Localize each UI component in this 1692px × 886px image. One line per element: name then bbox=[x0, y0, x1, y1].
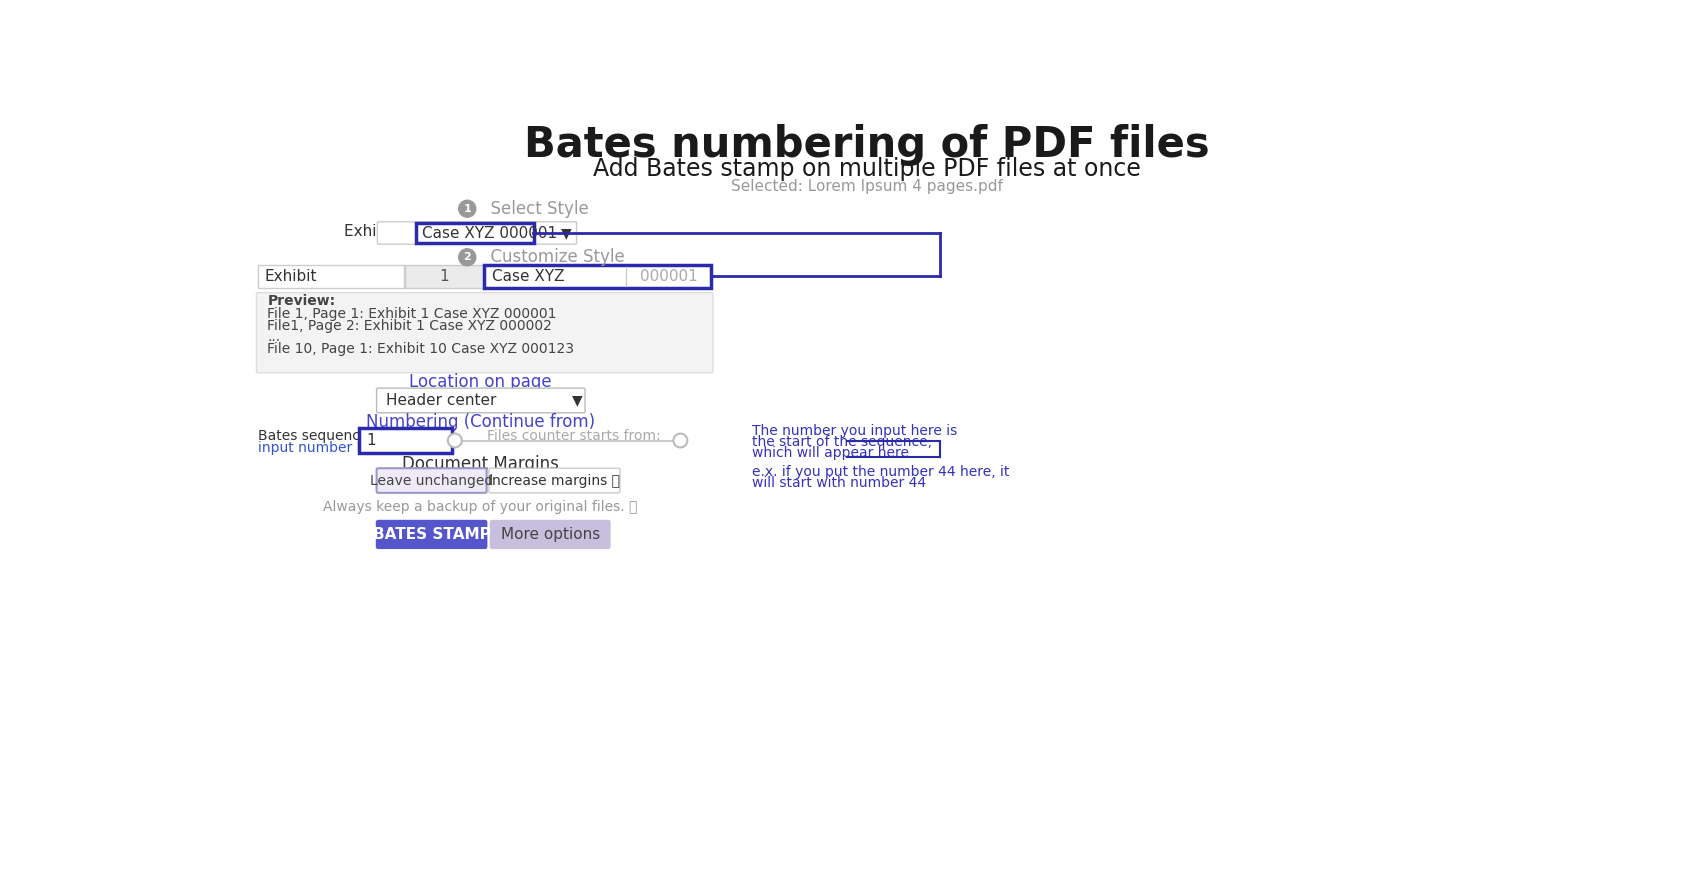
Text: File 1, Page 1: Exhibit 1 Case XYZ 000001: File 1, Page 1: Exhibit 1 Case XYZ 00000… bbox=[267, 307, 557, 322]
Circle shape bbox=[448, 433, 462, 447]
Text: 000001: 000001 bbox=[640, 269, 697, 284]
Text: Leave unchanged: Leave unchanged bbox=[371, 473, 494, 487]
Text: Exhibit: Exhibit bbox=[264, 269, 316, 284]
FancyBboxPatch shape bbox=[376, 520, 487, 549]
FancyBboxPatch shape bbox=[377, 388, 585, 413]
Circle shape bbox=[459, 200, 475, 217]
Text: ...: ... bbox=[267, 330, 281, 345]
Text: Bates sequence starts from: Bates sequence starts from bbox=[257, 429, 450, 443]
Text: BATES STAMP: BATES STAMP bbox=[372, 527, 491, 542]
Text: Select Style: Select Style bbox=[479, 199, 589, 218]
FancyBboxPatch shape bbox=[377, 222, 577, 245]
FancyBboxPatch shape bbox=[406, 265, 482, 288]
Text: Case XYZ 000001: Case XYZ 000001 bbox=[423, 226, 557, 241]
Text: Always keep a backup of your original files. ⓘ: Always keep a backup of your original fi… bbox=[323, 500, 638, 514]
Text: File1, Page 2: Exhibit 1 Case XYZ 000002: File1, Page 2: Exhibit 1 Case XYZ 000002 bbox=[267, 319, 552, 333]
Text: Document Margins: Document Margins bbox=[403, 455, 558, 472]
Text: Header center: Header center bbox=[386, 393, 496, 408]
Text: Numbering (Continue from): Numbering (Continue from) bbox=[365, 413, 596, 431]
Text: The number you input here is: The number you input here is bbox=[753, 424, 958, 439]
FancyBboxPatch shape bbox=[416, 223, 535, 243]
Text: Add Bates stamp on multiple PDF files at once: Add Bates stamp on multiple PDF files at… bbox=[594, 158, 1140, 182]
FancyBboxPatch shape bbox=[484, 265, 711, 288]
Text: Increase margins ⓘ: Increase margins ⓘ bbox=[487, 473, 619, 487]
Text: Case XYZ: Case XYZ bbox=[492, 269, 565, 284]
Text: File 10, Page 1: Exhibit 10 Case XYZ 000123: File 10, Page 1: Exhibit 10 Case XYZ 000… bbox=[267, 342, 574, 356]
Text: Location on page: Location on page bbox=[409, 373, 552, 391]
Text: will start with number 44: will start with number 44 bbox=[753, 476, 927, 490]
Text: ▼: ▼ bbox=[562, 226, 572, 240]
Text: e.x. if you put the number 44 here, it: e.x. if you put the number 44 here, it bbox=[753, 465, 1010, 479]
Text: Exhibit 1: Exhibit 1 bbox=[345, 223, 411, 238]
Text: which will appear here: which will appear here bbox=[753, 446, 909, 460]
Text: Files counter starts from:: Files counter starts from: bbox=[487, 429, 660, 443]
Text: input number here:: input number here: bbox=[257, 441, 393, 455]
Text: ▼: ▼ bbox=[572, 393, 582, 408]
FancyBboxPatch shape bbox=[489, 468, 619, 493]
Text: Selected: Lorem Ipsum 4 pages.pdf: Selected: Lorem Ipsum 4 pages.pdf bbox=[731, 179, 1003, 194]
Circle shape bbox=[459, 249, 475, 266]
Text: the start of the sequence,: the start of the sequence, bbox=[753, 435, 932, 449]
FancyBboxPatch shape bbox=[489, 520, 611, 549]
Text: 2: 2 bbox=[464, 253, 470, 262]
Text: 1: 1 bbox=[367, 433, 376, 448]
Text: Preview:: Preview: bbox=[267, 294, 335, 308]
FancyBboxPatch shape bbox=[257, 292, 712, 373]
Circle shape bbox=[673, 433, 687, 447]
FancyBboxPatch shape bbox=[359, 428, 452, 453]
FancyBboxPatch shape bbox=[257, 265, 404, 288]
Text: Bates numbering of PDF files: Bates numbering of PDF files bbox=[525, 124, 1210, 166]
Text: 1: 1 bbox=[440, 269, 448, 284]
Text: More options: More options bbox=[501, 527, 599, 542]
Text: 1: 1 bbox=[464, 204, 470, 214]
Text: Customize Style: Customize Style bbox=[479, 248, 624, 266]
FancyBboxPatch shape bbox=[377, 468, 487, 493]
